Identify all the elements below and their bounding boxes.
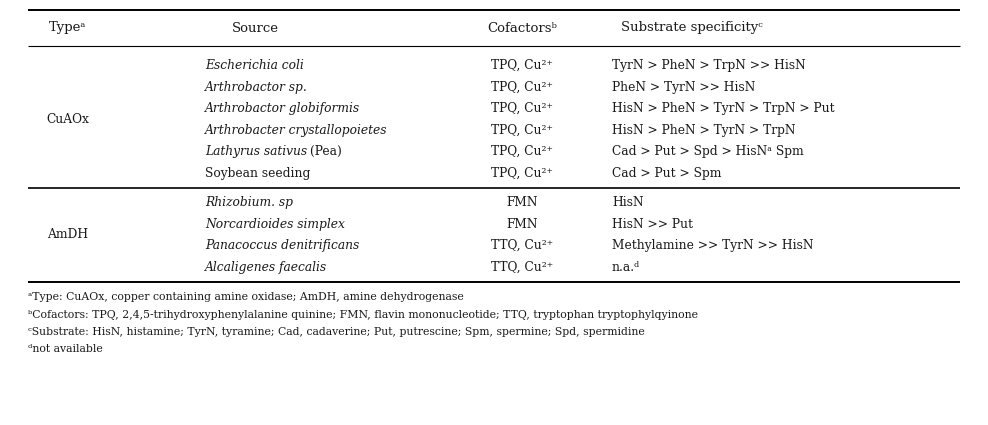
- Text: Rhizobium. sp: Rhizobium. sp: [205, 196, 293, 209]
- Text: (Pea): (Pea): [306, 145, 342, 158]
- Text: Alcaligenes faecalis: Alcaligenes faecalis: [205, 261, 327, 274]
- Text: CuAOx: CuAOx: [46, 113, 90, 126]
- Text: Arthrobactor sp.: Arthrobactor sp.: [205, 81, 307, 94]
- Text: TPQ, Cu²⁺: TPQ, Cu²⁺: [491, 102, 553, 115]
- Text: Soybean seeding: Soybean seeding: [205, 167, 310, 180]
- Text: AmDH: AmDH: [47, 229, 89, 241]
- Text: ᵃType: CuAOx, copper containing amine oxidase; AmDH, amine dehydrogenase: ᵃType: CuAOx, copper containing amine ox…: [28, 292, 463, 302]
- Text: Escherichia coli: Escherichia coli: [205, 59, 303, 72]
- Text: Cofactorsᵇ: Cofactorsᵇ: [487, 22, 557, 34]
- Text: Typeᵃ: Typeᵃ: [49, 22, 87, 34]
- Text: TPQ, Cu²⁺: TPQ, Cu²⁺: [491, 81, 553, 94]
- Text: FMN: FMN: [506, 218, 537, 231]
- Text: TTQ, Cu²⁺: TTQ, Cu²⁺: [491, 239, 553, 252]
- Text: Lathyrus sativus: Lathyrus sativus: [205, 145, 307, 158]
- Text: Panacoccus denitrificans: Panacoccus denitrificans: [205, 239, 360, 252]
- Text: HisN > PheN > TyrN > TrpN: HisN > PheN > TyrN > TrpN: [612, 124, 795, 137]
- Text: FMN: FMN: [506, 196, 537, 209]
- Text: TyrN > PheN > TrpN >> HisN: TyrN > PheN > TrpN >> HisN: [612, 59, 806, 72]
- Text: TTQ, Cu²⁺: TTQ, Cu²⁺: [491, 261, 553, 274]
- Text: Cad > Put > Spm: Cad > Put > Spm: [612, 167, 721, 180]
- Text: Methylamine >> TyrN >> HisN: Methylamine >> TyrN >> HisN: [612, 239, 813, 252]
- Text: ᵇCofactors: TPQ, 2,4,5-trihydroxyphenylalanine quinine; FMN, flavin mononucleoti: ᵇCofactors: TPQ, 2,4,5-trihydroxyphenyla…: [28, 309, 698, 320]
- Text: TPQ, Cu²⁺: TPQ, Cu²⁺: [491, 124, 553, 137]
- Text: TPQ, Cu²⁺: TPQ, Cu²⁺: [491, 167, 553, 180]
- Text: Substrate specificityᶜ: Substrate specificityᶜ: [621, 22, 763, 34]
- Text: ᶜSubstrate: HisN, histamine; TyrN, tyramine; Cad, cadaverine; Put, putrescine; S: ᶜSubstrate: HisN, histamine; TyrN, tyram…: [28, 327, 645, 337]
- Text: PheN > TyrN >> HisN: PheN > TyrN >> HisN: [612, 81, 756, 94]
- Text: HisN > PheN > TyrN > TrpN > Put: HisN > PheN > TyrN > TrpN > Put: [612, 102, 835, 115]
- Text: HisN: HisN: [612, 196, 643, 209]
- Text: Arthrobactor globiformis: Arthrobactor globiformis: [205, 102, 360, 115]
- Text: Source: Source: [231, 22, 279, 34]
- Text: Arthrobacter crystallopoietes: Arthrobacter crystallopoietes: [205, 124, 387, 137]
- Text: TPQ, Cu²⁺: TPQ, Cu²⁺: [491, 59, 553, 72]
- Text: ᵈnot available: ᵈnot available: [28, 345, 103, 354]
- Text: Cad > Put > Spd > HisNᵃ Spm: Cad > Put > Spd > HisNᵃ Spm: [612, 145, 804, 158]
- Text: HisN >> Put: HisN >> Put: [612, 218, 693, 231]
- Text: Norcardioides simplex: Norcardioides simplex: [205, 218, 345, 231]
- Text: TPQ, Cu²⁺: TPQ, Cu²⁺: [491, 145, 553, 158]
- Text: n.a.ᵈ: n.a.ᵈ: [612, 261, 640, 274]
